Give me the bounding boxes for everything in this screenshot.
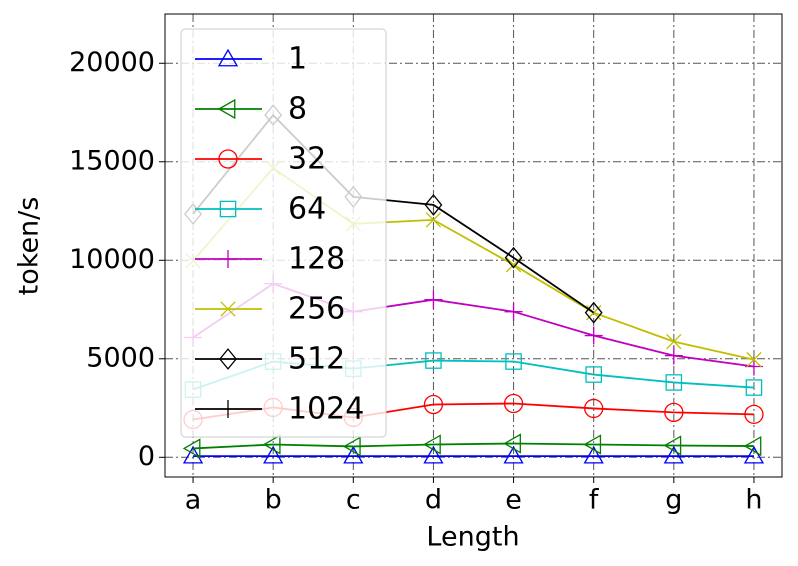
marker bbox=[220, 301, 236, 317]
y-tick-label: 5000 bbox=[86, 342, 155, 373]
marker bbox=[263, 445, 284, 464]
marker bbox=[584, 301, 603, 324]
marker bbox=[503, 445, 524, 464]
marker bbox=[503, 433, 521, 454]
marker bbox=[663, 445, 684, 464]
marker bbox=[583, 434, 602, 455]
marker bbox=[745, 379, 763, 396]
marker bbox=[664, 346, 683, 365]
x-tick-label: f bbox=[589, 485, 600, 516]
series-line bbox=[193, 442, 754, 450]
legend-label: 512 bbox=[288, 342, 345, 377]
legend-label: 128 bbox=[288, 242, 345, 277]
marker bbox=[746, 351, 762, 368]
x-tick-label: h bbox=[745, 485, 762, 516]
y-tick-label: 10000 bbox=[69, 244, 155, 275]
legend-label: 256 bbox=[288, 292, 345, 327]
marker bbox=[503, 393, 524, 414]
x-axis-label: Length bbox=[426, 522, 519, 553]
y-tick-label: 20000 bbox=[69, 47, 155, 78]
marker bbox=[504, 302, 523, 321]
marker bbox=[425, 352, 442, 369]
marker bbox=[424, 193, 443, 216]
legend-label: 1 bbox=[288, 42, 307, 77]
marker bbox=[743, 435, 762, 457]
x-tick-label: a bbox=[185, 485, 202, 516]
marker bbox=[743, 445, 765, 464]
marker bbox=[663, 435, 682, 456]
x-tick-label: g bbox=[665, 485, 682, 516]
legend-label: 1024 bbox=[288, 392, 364, 427]
marker bbox=[425, 212, 442, 228]
x-tick-label: e bbox=[505, 485, 522, 516]
legend-box bbox=[180, 28, 387, 438]
marker bbox=[182, 445, 204, 464]
marker bbox=[664, 402, 684, 423]
y-tick-label: 0 bbox=[138, 441, 155, 472]
marker bbox=[219, 250, 237, 268]
legend-label: 8 bbox=[288, 92, 307, 127]
marker bbox=[424, 290, 443, 309]
y-axis-label: token/s bbox=[14, 197, 45, 296]
marker bbox=[423, 434, 441, 455]
legend-label: 32 bbox=[288, 142, 326, 177]
marker bbox=[744, 404, 764, 424]
marker bbox=[219, 200, 237, 218]
marker bbox=[342, 436, 361, 457]
marker bbox=[505, 353, 522, 370]
marker bbox=[585, 366, 602, 383]
marker bbox=[584, 326, 603, 345]
marker bbox=[217, 48, 239, 67]
marker bbox=[583, 445, 604, 464]
legend-label: 64 bbox=[288, 192, 326, 227]
marker bbox=[219, 348, 237, 370]
x-tick-label: d bbox=[425, 485, 442, 516]
marker bbox=[666, 333, 682, 350]
marker bbox=[423, 445, 444, 464]
marker bbox=[584, 398, 604, 419]
y-tick-label: 15000 bbox=[69, 145, 155, 176]
marker bbox=[217, 98, 236, 120]
x-tick-label: b bbox=[265, 485, 282, 516]
marker bbox=[218, 149, 238, 169]
marker bbox=[423, 394, 444, 415]
legend: 1 8 32 64 128 256 512 1024 bbox=[180, 28, 387, 438]
x-tick-label: c bbox=[346, 485, 361, 516]
marker bbox=[343, 445, 364, 464]
marker bbox=[504, 246, 523, 269]
plot-frame bbox=[164, 13, 783, 478]
marker bbox=[182, 438, 201, 459]
marker bbox=[262, 434, 281, 455]
marker bbox=[665, 374, 683, 391]
